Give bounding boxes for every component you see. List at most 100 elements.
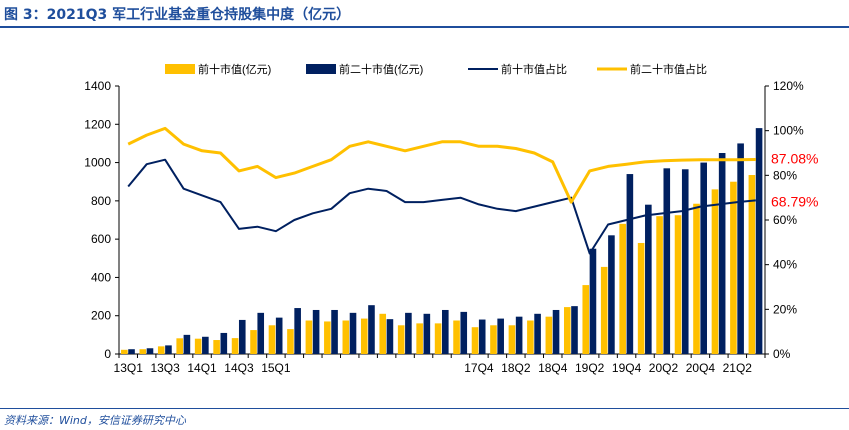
left-tick-label: 400 xyxy=(91,270,111,284)
left-tick-label: 0 xyxy=(104,347,111,361)
bar-top20-value xyxy=(257,312,265,354)
bar-top20-value xyxy=(608,235,615,354)
bar-top10-value xyxy=(674,215,682,354)
bar-top10-value xyxy=(730,181,737,354)
bar-top20-value xyxy=(202,336,209,354)
annotation-top10-share: 68.79% xyxy=(771,193,818,209)
left-tick-label: 600 xyxy=(91,232,111,246)
left-tick-label: 200 xyxy=(91,309,111,323)
x-tick-label: 14Q3 xyxy=(224,361,254,375)
right-tick-label: 0% xyxy=(773,347,791,361)
right-tick-label: 20% xyxy=(773,302,797,316)
x-tick-label: 14Q1 xyxy=(187,361,217,375)
bar-top20-value xyxy=(442,309,449,354)
bar-top20-value xyxy=(423,313,431,354)
bar-top20-value xyxy=(312,309,320,354)
legend-label: 前二十市值(亿元) xyxy=(339,62,423,76)
legend-swatch-bar xyxy=(165,64,195,74)
x-tick-label: 18Q2 xyxy=(501,361,531,375)
bar-top20-value xyxy=(755,128,763,354)
bar-top20-value xyxy=(534,313,541,354)
bar-top10-value xyxy=(157,346,165,354)
title-rule xyxy=(0,26,849,28)
bar-top20-value xyxy=(626,174,634,354)
source-note: 资料来源：Wind，安信证券研究中心 xyxy=(4,414,186,427)
legend-swatch-bar xyxy=(306,64,336,74)
left-tick-label: 1200 xyxy=(84,117,111,131)
bar-top10-value xyxy=(490,325,497,354)
figure-title: 图 3：2021Q3 军工行业基金重仓持股集中度（亿元） xyxy=(4,7,351,23)
bar-top10-value xyxy=(600,266,608,354)
bar-top10-value xyxy=(139,349,147,354)
bar-top10-value xyxy=(379,313,387,354)
bar-top10-value xyxy=(637,242,645,354)
x-tick-label: 20Q2 xyxy=(649,361,679,375)
bar-top20-value xyxy=(515,316,523,354)
x-tick-label: 17Q4 xyxy=(464,361,494,375)
x-tick-label: 13Q3 xyxy=(150,361,180,375)
bar-top10-value xyxy=(748,175,756,354)
bar-top20-value xyxy=(737,143,744,354)
bar-top20-value xyxy=(645,204,652,354)
bar-top20-value xyxy=(552,309,560,354)
bar-top20-value xyxy=(681,169,689,354)
annotation-top20-share: 87.08% xyxy=(771,151,818,167)
left-tick-label: 1400 xyxy=(84,79,111,93)
bar-top20-value xyxy=(700,162,707,354)
bar-top10-value xyxy=(324,321,331,354)
bar-top10-value xyxy=(250,330,257,354)
bar-top20-value xyxy=(460,311,468,354)
bar-top20-value xyxy=(663,168,671,354)
bar-top10-value xyxy=(268,325,276,354)
bar-top10-value xyxy=(213,340,220,354)
x-tick-label: 18Q4 xyxy=(538,361,568,375)
bar-top10-value xyxy=(693,203,700,354)
source-rule xyxy=(0,408,849,409)
bar-top20-value xyxy=(238,319,246,354)
bar-top20-value xyxy=(146,348,154,354)
bar-top20-value xyxy=(589,248,597,354)
bar-top20-value xyxy=(220,332,228,354)
bar-top10-value xyxy=(453,320,460,354)
legend-label: 前二十市值占比 xyxy=(630,62,707,76)
bar-top20-value xyxy=(331,309,338,354)
bar-top20-value xyxy=(128,349,135,354)
right-tick-label: 120% xyxy=(773,79,804,93)
x-tick-label: 19Q4 xyxy=(612,361,642,375)
bar-top10-value xyxy=(434,323,442,354)
bar-top10-value xyxy=(508,325,516,354)
x-tick-label: 21Q2 xyxy=(723,361,753,375)
bar-top20-value xyxy=(497,318,504,354)
bar-top10-value xyxy=(619,223,626,354)
bar-top20-value xyxy=(718,153,726,354)
bar-top10-value xyxy=(287,329,294,354)
bar-top10-value xyxy=(121,349,128,354)
bar-top10-value xyxy=(564,307,571,354)
left-tick-label: 800 xyxy=(91,194,111,208)
bar-top10-value xyxy=(176,338,183,354)
bar-top10-value xyxy=(527,320,534,354)
line-top10-share xyxy=(127,158,756,255)
bar-top10-value xyxy=(711,189,719,354)
line-top20-share xyxy=(127,126,756,204)
bar-top10-value xyxy=(194,338,202,354)
bar-top10-value xyxy=(360,318,368,354)
x-tick-label: 15Q1 xyxy=(261,361,291,375)
bar-top20-value xyxy=(294,308,301,354)
bar-top20-value xyxy=(405,312,412,354)
bar-top20-value xyxy=(183,334,191,354)
bar-top10-value xyxy=(545,316,553,354)
bar-top10-value xyxy=(397,325,405,354)
right-tick-label: 80% xyxy=(773,168,797,182)
x-tick-label: 20Q4 xyxy=(686,361,716,375)
x-tick-label: 19Q2 xyxy=(575,361,605,375)
legend-label: 前十市值占比 xyxy=(501,62,567,76)
bar-top20-value xyxy=(165,345,172,354)
bar-top20-value xyxy=(349,312,357,354)
right-tick-label: 40% xyxy=(773,258,797,272)
bar-top10-value xyxy=(656,216,663,354)
x-tick-label: 13Q1 xyxy=(114,361,144,375)
bar-top20-value xyxy=(275,317,283,354)
bar-top20-value xyxy=(478,319,486,354)
bar-top10-value xyxy=(416,323,423,354)
